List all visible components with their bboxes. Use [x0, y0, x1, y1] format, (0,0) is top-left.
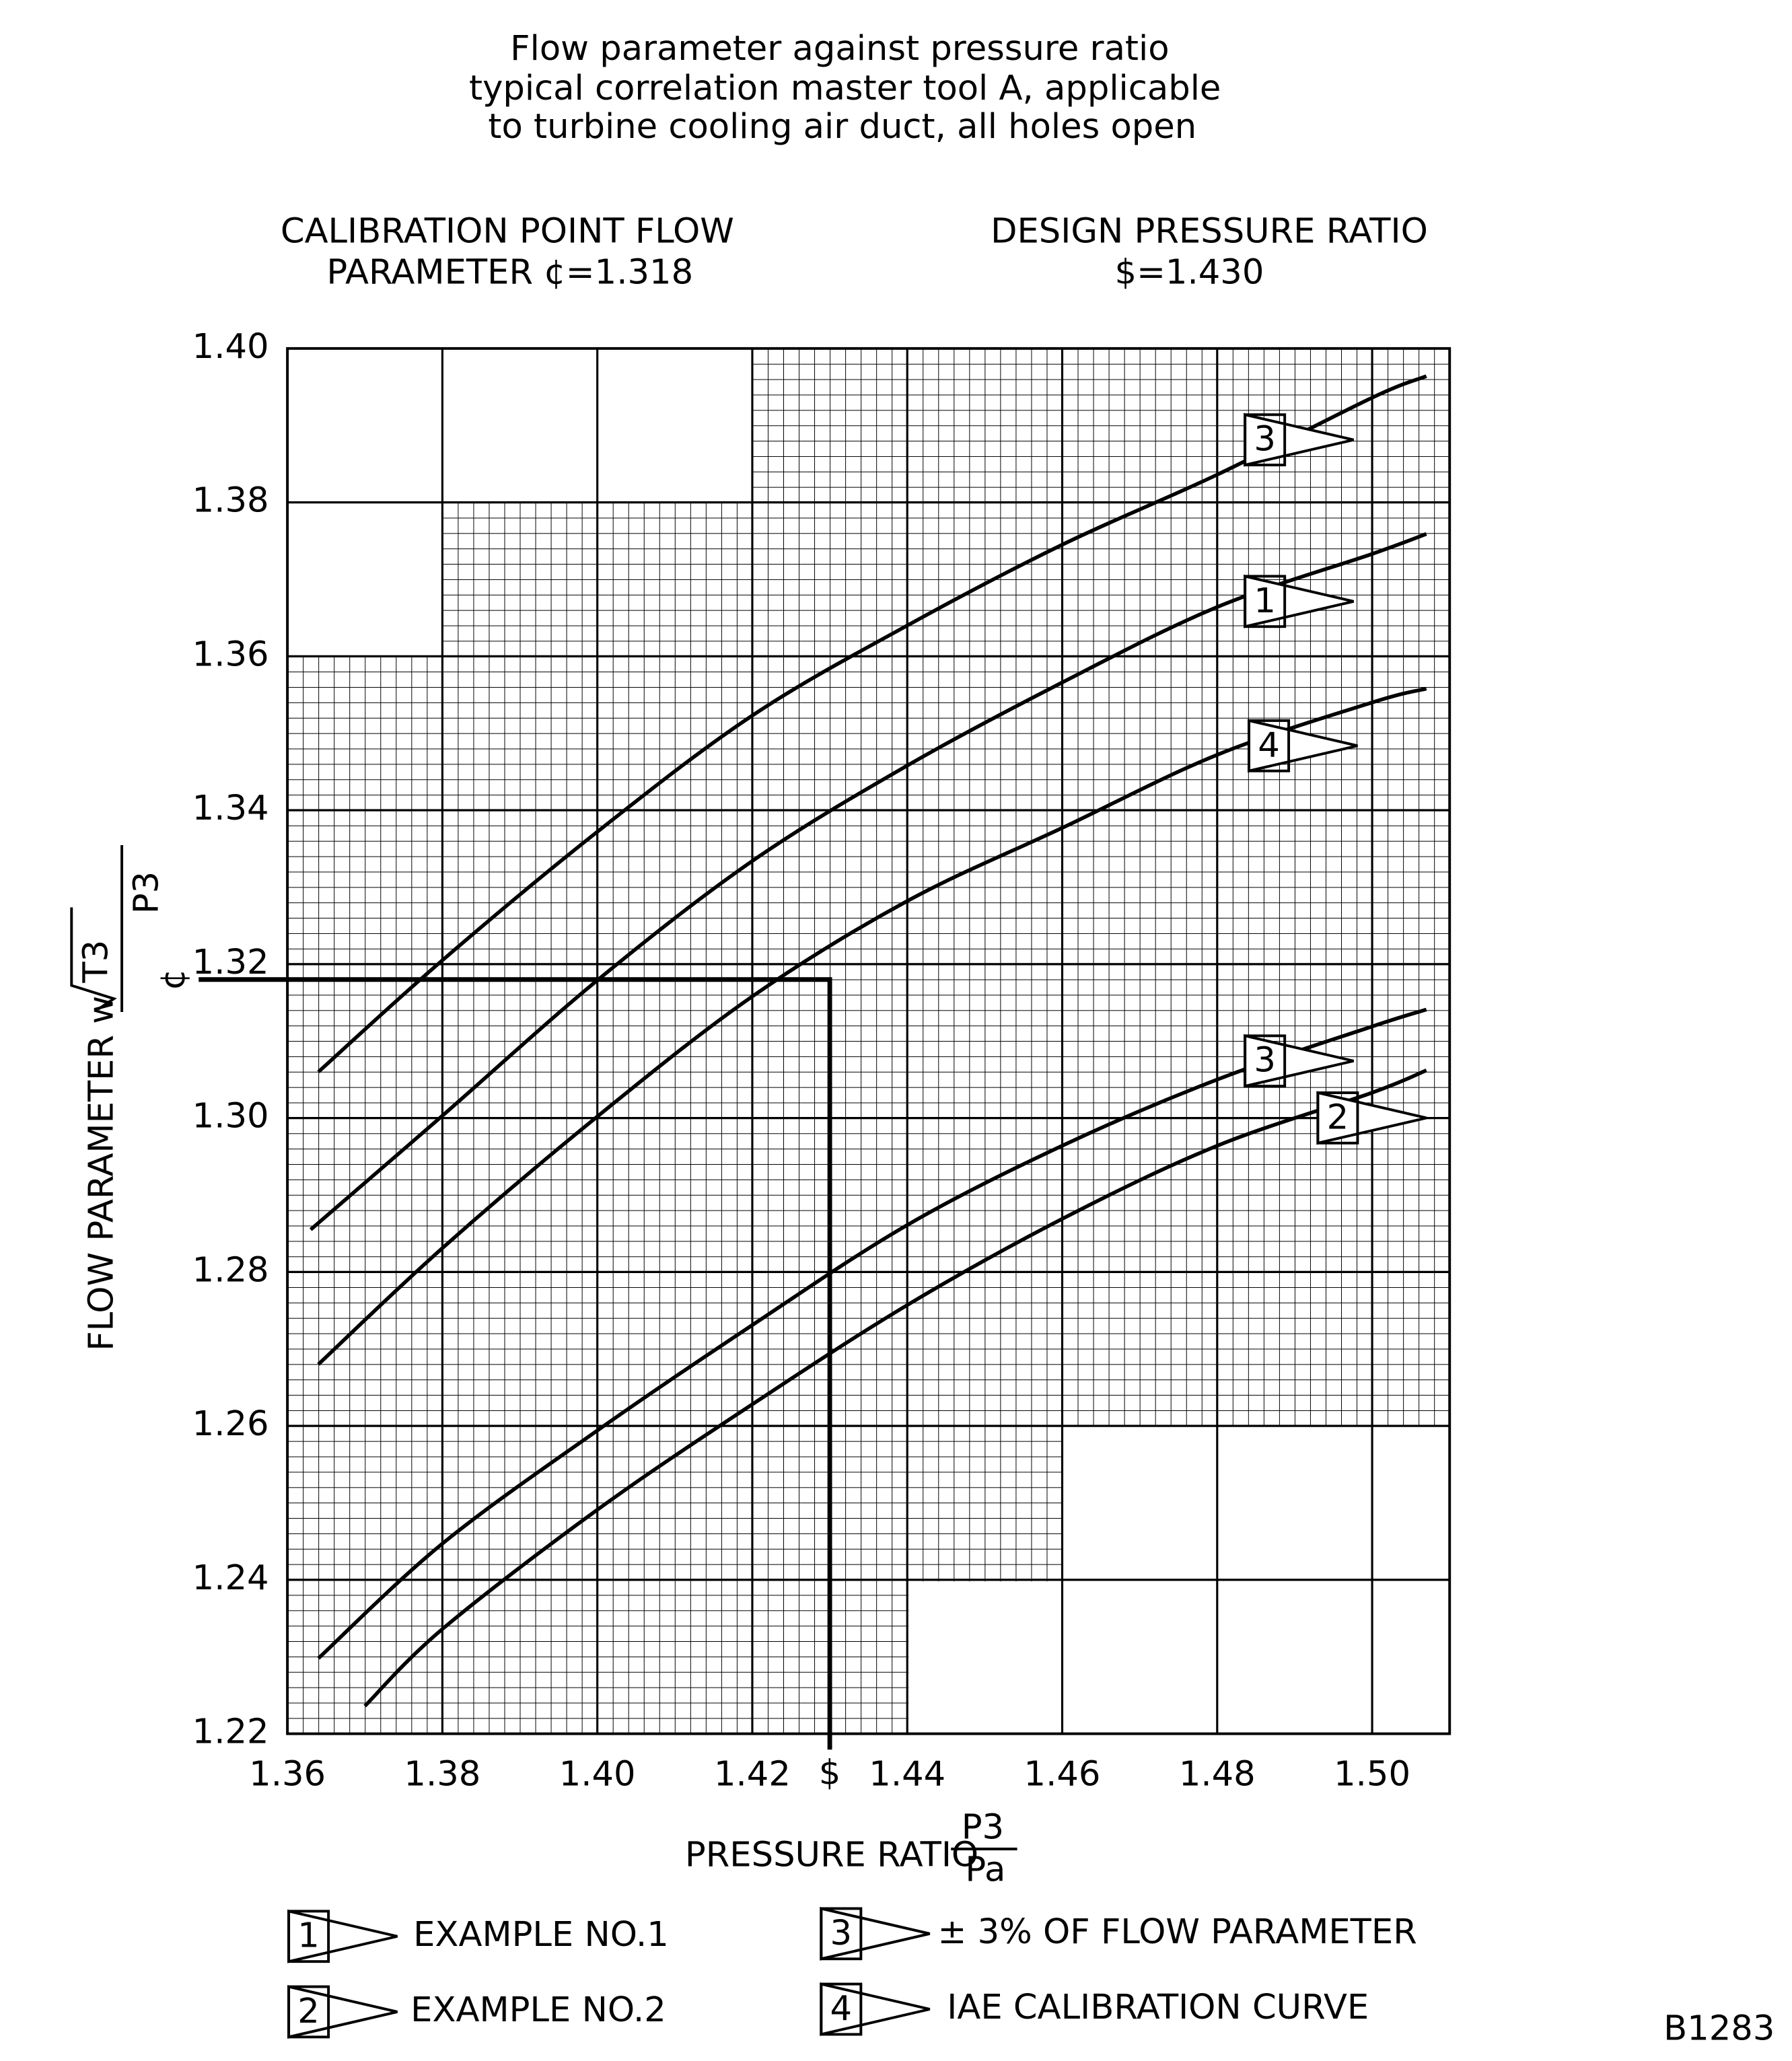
legend-flag: 1: [287, 1909, 398, 1963]
figure-id: B1283: [1663, 2009, 1775, 2049]
flag-box: [1244, 1034, 1287, 1088]
flag-number: 1: [297, 1916, 320, 1956]
design-heading: $=1.430: [1115, 253, 1264, 293]
flag-number: 4: [1258, 725, 1280, 765]
flag-box: [1316, 1091, 1359, 1145]
flag-box: [820, 1907, 863, 1961]
flag-box: [1244, 413, 1287, 467]
curve-flag: 2: [1316, 1091, 1427, 1145]
y-tick-label: 1.26: [192, 1404, 269, 1444]
y-tick-label: 1.38: [192, 481, 269, 521]
x-tick-label: 1.40: [559, 1755, 636, 1795]
flag-box: [287, 1985, 330, 2039]
legend-label: EXAMPLE NO.2: [410, 1990, 666, 2030]
title-line: typical correlation master tool A, appli…: [469, 69, 1221, 108]
legend-label: ± 3% OF FLOW PARAMETER: [937, 1912, 1417, 1952]
y-tick-label: 1.32: [192, 943, 269, 982]
y-label-numerator: T3: [77, 940, 116, 984]
x-label-denominator: Pa: [965, 1850, 1005, 1889]
curve-flag: 1: [1244, 574, 1354, 628]
x-symbol: $: [819, 1753, 841, 1793]
x-tick-label: 1.46: [1024, 1755, 1101, 1795]
sqrt-sign: [70, 907, 117, 1011]
legend-flag: 3: [820, 1906, 931, 1961]
x-tick-label: 1.50: [1334, 1755, 1410, 1795]
calibration-heading: PARAMETER ¢=1.318: [326, 253, 693, 293]
calibration-line: [199, 977, 832, 1750]
flag-box: [1248, 719, 1291, 772]
flag-number: 3: [1254, 420, 1276, 460]
legend-flag: 2: [287, 1985, 398, 2039]
blank-area: [908, 1581, 1449, 1734]
y-tick-label: 1.36: [192, 635, 269, 674]
y-tick-label: 1.24: [192, 1558, 269, 1598]
flag-number: 1: [1254, 581, 1276, 621]
calibration-heading: CALIBRATION POINT FLOW: [281, 212, 734, 252]
y-tick-label: 1.28: [192, 1250, 269, 1290]
x-tick-label: 1.44: [869, 1755, 945, 1795]
flag-box: [287, 1910, 330, 1963]
y-symbol: ¢: [153, 968, 193, 990]
title-line: Flow parameter against pressure ratio: [510, 29, 1169, 69]
x-tick-label: 1.48: [1179, 1755, 1256, 1795]
y-tick-label: 1.22: [192, 1712, 269, 1752]
plot-frame: [286, 347, 1451, 1735]
y-label-denominator: P3: [127, 871, 166, 914]
y-tick-label: 1.30: [192, 1097, 269, 1136]
x-tick-label: 1.36: [249, 1755, 326, 1795]
x-tick-label: 1.42: [714, 1755, 791, 1795]
y-tick-label: 1.34: [192, 789, 269, 828]
legend-flag: 4: [820, 1982, 931, 2036]
flag-number: 2: [297, 1992, 320, 2031]
design-heading: DESIGN PRESSURE RATIO: [991, 212, 1428, 252]
legend-label: IAE CALIBRATION CURVE: [947, 1988, 1369, 2027]
y-tick-label: 1.40: [192, 327, 269, 367]
flag-box: [1244, 575, 1287, 628]
flag-number: 2: [1327, 1097, 1349, 1137]
curve-flag: 4: [1248, 719, 1358, 773]
flag-box: [820, 1982, 863, 2036]
flag-number: 3: [1254, 1041, 1276, 1081]
flag-number: 3: [830, 1914, 853, 1953]
x-tick-label: 1.38: [404, 1755, 480, 1795]
flag-number: 4: [830, 1989, 853, 2029]
x-label-numerator: P3: [962, 1807, 1004, 1847]
curve-flag: 3: [1244, 412, 1354, 467]
x-label-text: PRESSURE RATIO: [685, 1836, 978, 1875]
curve-flag: 3: [1244, 1034, 1354, 1088]
title-line: to turbine cooling air duct, all holes o…: [488, 107, 1196, 147]
legend-label: EXAMPLE NO.1: [413, 1915, 669, 1955]
y-label-text: FLOW PARAMETER w: [82, 996, 122, 1351]
curve: [363, 1069, 1427, 1708]
y-axis-label: FLOW PARAMETER w T3 P3: [70, 844, 166, 1351]
